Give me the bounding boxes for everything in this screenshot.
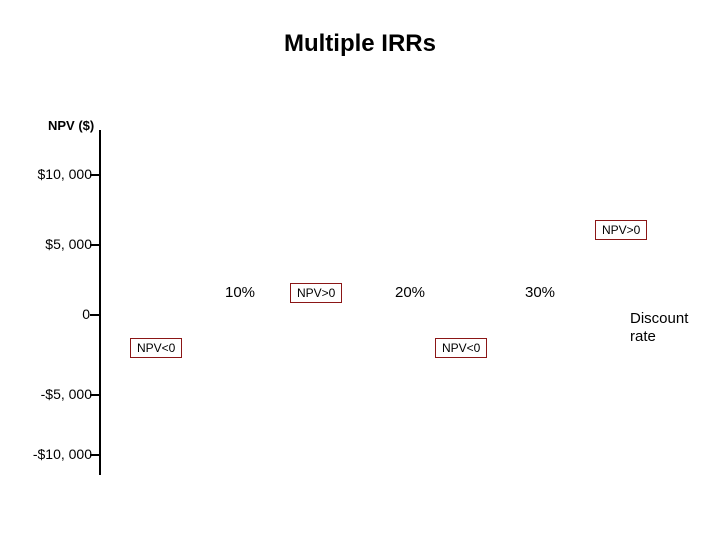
x-tick-label: 20% — [395, 284, 425, 301]
axis-svg — [0, 0, 720, 540]
annotation-box: NPV<0 — [130, 338, 182, 358]
x-tick-label: 30% — [525, 284, 555, 301]
x-axis-label: Discount rate — [630, 310, 688, 346]
y-tick-label: -$5, 000 — [16, 386, 92, 402]
x-axis-label-line1: Discount — [630, 310, 688, 327]
y-tick-label: -$10, 000 — [10, 446, 92, 462]
y-tick-label: $10, 000 — [12, 166, 92, 182]
annotation-box: NPV>0 — [290, 283, 342, 303]
y-tick-label: 0 — [60, 306, 90, 322]
annotation-box: NPV<0 — [435, 338, 487, 358]
x-tick-label: 10% — [225, 284, 255, 301]
y-axis-label: NPV ($) — [48, 118, 94, 133]
x-axis-label-line2: rate — [630, 328, 656, 345]
annotation-box: NPV>0 — [595, 220, 647, 240]
y-tick-label: $5, 000 — [22, 236, 92, 252]
chart-stage: Multiple IRRs NPV ($) $10, 000$5, 0000-$… — [0, 0, 720, 540]
